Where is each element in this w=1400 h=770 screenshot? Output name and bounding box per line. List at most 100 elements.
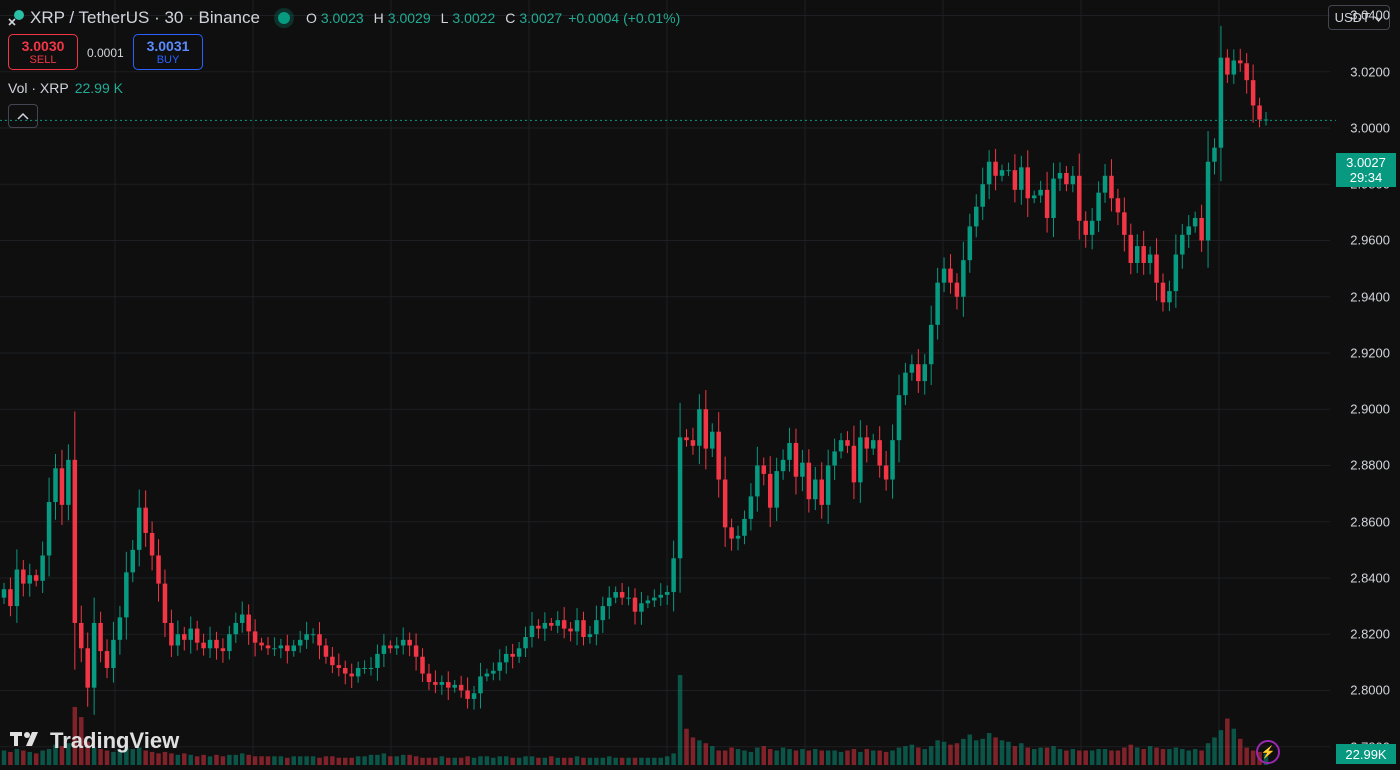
candle-body: [343, 667, 348, 674]
volume-bar: [613, 757, 618, 765]
candle-body: [1134, 246, 1140, 263]
candle-body: [53, 468, 58, 503]
candle-body: [1244, 63, 1249, 81]
volume-legend: Vol · XRP 22.99 K: [8, 80, 123, 96]
candle-body: [1064, 172, 1069, 185]
candle-body: [98, 622, 103, 652]
candle-body: [220, 648, 226, 652]
watermark-text: TradingView: [50, 728, 180, 753]
candle-body: [1122, 212, 1127, 235]
candle-body: [516, 648, 522, 657]
volume-bar: [652, 757, 657, 765]
volume-bar: [903, 746, 908, 765]
volume-bar: [980, 738, 985, 765]
volume-bar: [278, 756, 284, 765]
candle-body: [278, 645, 284, 649]
candlesticks: [1, 25, 1269, 715]
candle-body: [697, 409, 702, 446]
volume-bar: [896, 747, 902, 765]
candle-body: [993, 161, 998, 176]
candle-body: [574, 620, 580, 632]
candle-body: [793, 442, 799, 477]
volume-bar: [8, 751, 13, 765]
volume-bar: [413, 756, 419, 765]
volume-bar: [220, 756, 226, 765]
collapse-indicators-button[interactable]: [8, 104, 38, 128]
candle-body: [413, 645, 419, 657]
candle-body: [1019, 167, 1024, 190]
candle-body: [317, 634, 322, 646]
volume-bar: [870, 750, 876, 765]
price-tick-label: 3.0400: [1350, 7, 1390, 23]
candle-body: [79, 622, 84, 649]
volume-bar: [948, 744, 953, 765]
lightning-icon[interactable]: ⚡: [1256, 740, 1280, 764]
candle-body: [91, 622, 97, 688]
tradingview-watermark[interactable]: TradingView: [10, 728, 179, 754]
candle-body: [239, 614, 245, 623]
volume-bar: [1205, 743, 1211, 765]
candle-body: [72, 459, 78, 623]
candle-body: [265, 645, 271, 649]
volume-bar: [677, 675, 683, 765]
volume-bar: [703, 743, 709, 765]
candle-body: [85, 648, 90, 688]
volume-bar: [1180, 749, 1185, 765]
volume-bar: [1109, 750, 1114, 765]
volume-bar: [291, 756, 296, 765]
candle-body: [864, 437, 870, 449]
candle-body: [677, 437, 683, 559]
volume-bar: [304, 756, 309, 765]
candle-body: [1115, 198, 1121, 213]
candle-body: [1167, 291, 1172, 303]
volume-bar: [845, 750, 850, 765]
volume-bar: [1102, 749, 1108, 765]
candle-body: [214, 639, 219, 649]
volume-bar: [1218, 730, 1224, 765]
volume-bar: [1019, 743, 1024, 765]
currency-label: USDT: [1334, 10, 1370, 25]
volume-bar: [323, 756, 329, 765]
volume-bar: [484, 756, 490, 765]
chevron-down-icon: [1374, 10, 1383, 25]
symbol-title[interactable]: XRP / TetherUS · 30 · Binance: [30, 8, 260, 27]
volume-bar: [343, 757, 348, 765]
volume-bar: [478, 756, 483, 765]
price-tick-label: 2.8600: [1350, 514, 1390, 530]
price-tick-label: 2.8800: [1350, 457, 1390, 473]
volume-bar: [394, 756, 400, 765]
volume-bar: [568, 757, 573, 765]
candle-body: [600, 606, 606, 621]
volume-bar: [825, 750, 831, 765]
candle-body: [832, 451, 837, 466]
volume-bar: [91, 747, 97, 765]
candle-body: [890, 440, 895, 480]
volume-bar: [1244, 747, 1249, 765]
candle-body: [1096, 192, 1101, 221]
candle-body: [1, 589, 7, 598]
buy-button[interactable]: 3.0031 BUY: [133, 34, 203, 70]
candle-body: [1051, 178, 1056, 218]
volume-bar: [1038, 747, 1043, 765]
volume-bar: [259, 756, 264, 765]
volume-bar: [832, 750, 837, 765]
volume-bar: [1, 750, 7, 765]
volume-bar: [27, 751, 33, 765]
candle-body: [201, 642, 206, 649]
currency-select[interactable]: USDT: [1327, 5, 1390, 30]
volume-bar: [838, 751, 844, 765]
volume-bar: [1122, 747, 1127, 765]
ohlc-value: 3.0027: [519, 10, 563, 26]
candle-body: [420, 656, 425, 674]
volume-bar: [716, 750, 721, 765]
sell-button[interactable]: 3.0030 SELL: [8, 34, 78, 70]
candle-body: [1263, 119, 1269, 121]
candle-body: [954, 282, 960, 297]
ohlc-value: 3.0029: [387, 10, 431, 26]
last-price-value: 3.0027: [1346, 155, 1386, 170]
candle-body: [825, 465, 831, 505]
volume-bar: [21, 750, 26, 765]
candle-body: [1147, 254, 1153, 263]
volume-bar: [182, 753, 187, 765]
